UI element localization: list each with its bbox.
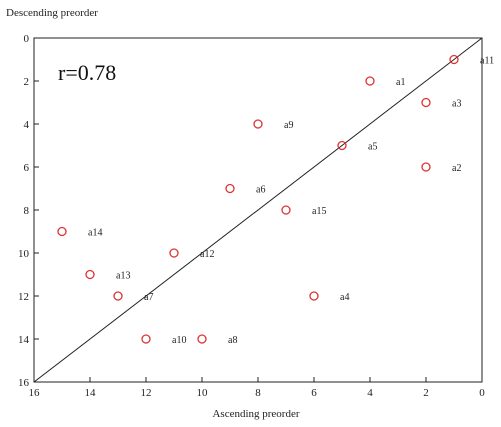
y-tick-label: 6 [24, 162, 30, 174]
data-point-a9 [253, 119, 263, 129]
data-point-a6 [225, 183, 235, 194]
data-point-a12 [169, 248, 179, 258]
x-tick-label: 8 [255, 387, 261, 399]
y-tick-label: 12 [18, 291, 29, 303]
point-label-a15: a15 [312, 206, 326, 217]
x-tick-label: 0 [479, 387, 485, 399]
point-label-a12: a12 [200, 249, 214, 260]
data-point-a10 [141, 334, 151, 344]
x-tick-label: 2 [423, 387, 429, 399]
y-tick-label: 0 [24, 33, 30, 45]
data-point-a5 [337, 140, 347, 151]
plot-area: 16 14 12 10 8 6 4 2 0 0 2 4 6 8 10 12 14 16 a1 a2 a3 a4 a5 a6 a7… [18, 33, 494, 399]
x-tick-label: 6 [311, 387, 317, 399]
point-label-a9: a9 [284, 120, 293, 131]
point-label-a2: a2 [452, 163, 461, 174]
point-label-a13: a13 [116, 271, 130, 282]
data-point-a2 [421, 162, 431, 172]
data-point-a15 [281, 205, 291, 215]
y-tick-label: 14 [18, 334, 30, 346]
x-axis-title: Ascending preorder [212, 408, 299, 420]
point-label-a8: a8 [228, 335, 237, 346]
y-axis-title: Descending preorder [6, 7, 98, 19]
data-point-a3 [421, 97, 431, 108]
x-tick-label: 14 [85, 387, 97, 399]
point-label-a14: a14 [88, 228, 102, 239]
point-label-a10: a10 [172, 335, 186, 346]
correlation-annotation: r=0.78 [58, 60, 116, 85]
point-label-a11: a11 [480, 56, 494, 67]
y-tick-label: 10 [18, 248, 30, 260]
point-label-a7: a7 [144, 292, 153, 303]
data-point-a1 [365, 76, 375, 86]
point-label-a5: a5 [368, 142, 377, 153]
x-tick-label: 4 [367, 387, 373, 399]
reference-line [33, 37, 483, 383]
data-point-a4 [309, 291, 319, 301]
x-tick-label: 12 [141, 387, 152, 399]
y-tick-label: 4 [24, 119, 30, 131]
y-tick-label: 8 [24, 205, 30, 217]
data-point-a7 [113, 291, 123, 301]
point-label-a4: a4 [340, 292, 349, 303]
point-label-a1: a1 [396, 77, 405, 88]
y-tick-label: 16 [18, 377, 30, 389]
y-tick-label: 2 [24, 76, 30, 88]
data-point-a14 [57, 226, 67, 237]
point-label-a6: a6 [256, 185, 265, 196]
data-point-a8 [197, 334, 207, 344]
data-point-a13 [85, 269, 95, 280]
point-label-a3: a3 [452, 99, 461, 110]
data-point-a11 [449, 54, 459, 65]
x-tick-label: 10 [197, 387, 209, 399]
x-tick-label: 16 [29, 387, 41, 399]
